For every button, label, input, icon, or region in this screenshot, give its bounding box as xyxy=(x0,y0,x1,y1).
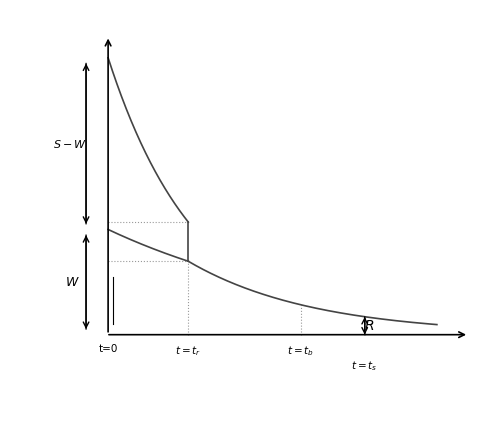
Text: $S-W$: $S-W$ xyxy=(53,138,87,150)
Text: $t=t_r$: $t=t_r$ xyxy=(175,344,202,358)
Text: $W$: $W$ xyxy=(64,276,80,289)
Text: $R$: $R$ xyxy=(364,319,374,333)
Text: $t=t_s$: $t=t_s$ xyxy=(352,359,378,373)
Text: $t=t_b$: $t=t_b$ xyxy=(287,344,314,358)
Text: t=0: t=0 xyxy=(98,344,118,354)
